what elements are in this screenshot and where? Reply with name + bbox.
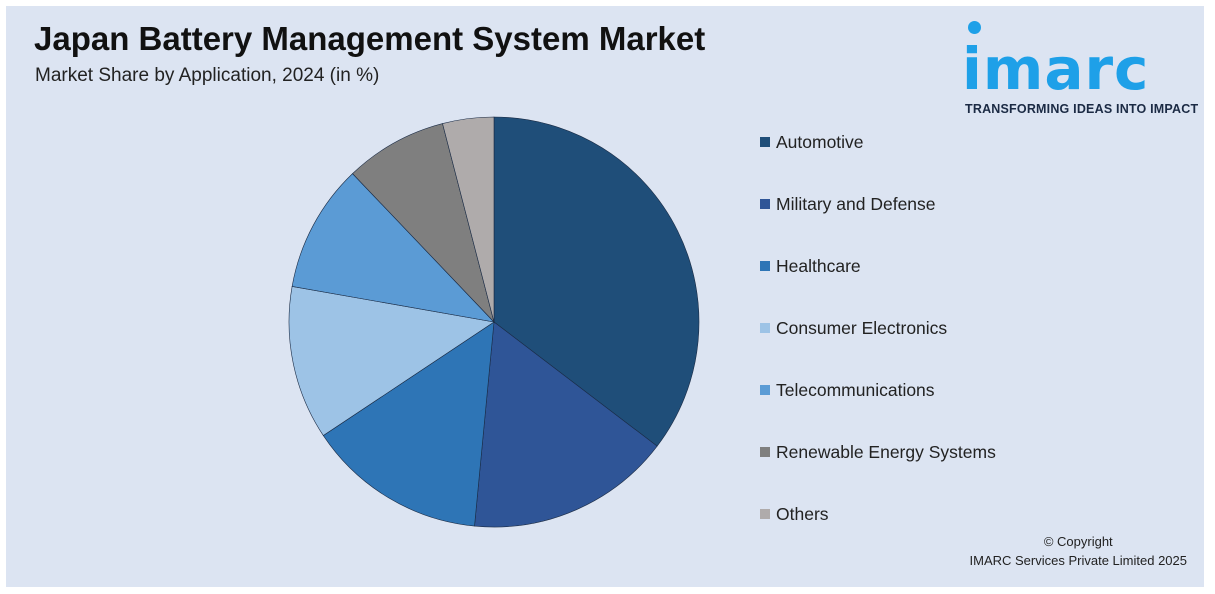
legend-swatch	[760, 261, 770, 271]
pie-slice-automotive	[493, 116, 700, 447]
pie-slice-military-and-defense	[474, 321, 658, 528]
legend-swatch	[760, 137, 770, 147]
copyright-line-2: IMARC Services Private Limited 2025	[969, 553, 1187, 568]
pie-slices	[288, 116, 700, 528]
legend-label: Renewable Energy Systems	[776, 441, 996, 462]
copyright-line-1: © Copyright	[1043, 534, 1113, 549]
legend-swatch	[760, 323, 770, 333]
legend-label: Automotive	[776, 131, 864, 152]
legend-item: Telecommunications	[760, 378, 935, 402]
legend-item: Consumer Electronics	[760, 316, 947, 340]
pie-slice-healthcare	[322, 321, 495, 527]
legend-swatch	[760, 509, 770, 519]
copyright-notice: © Copyright IMARC Services Private Limit…	[970, 532, 1187, 570]
chart-subtitle: Market Share by Application, 2024 (in %)	[35, 65, 380, 86]
legend-label: Consumer Electronics	[776, 317, 948, 338]
logo-wordmark: imarc	[962, 35, 1150, 103]
legend-item: Renewable Energy Systems	[760, 440, 996, 464]
legend-swatch	[760, 199, 770, 209]
legend-swatch	[760, 447, 770, 457]
pie-slice-renewable-energy-systems	[352, 123, 495, 324]
legend-label: Healthcare	[776, 255, 861, 276]
legend-label: Telecommunications	[776, 379, 935, 400]
chart-title: Japan Battery Management System Market	[34, 20, 706, 57]
legend-label: Others	[776, 503, 829, 524]
legend-item: Others	[760, 502, 829, 526]
logo-tagline: TRANSFORMING IDEAS INTO IMPACT	[965, 102, 1199, 116]
legend-item: Automotive	[760, 130, 864, 154]
legend-swatch	[760, 385, 770, 395]
legend-label: Military and Defense	[776, 193, 936, 214]
pie-slice-others	[442, 116, 495, 323]
pie-slice-telecommunications	[291, 173, 495, 323]
logo-dot-icon	[968, 21, 981, 34]
pie-slice-consumer-electronics	[288, 286, 495, 436]
legend-item: Military and Defense	[760, 192, 936, 216]
imarc-logo: imarc TRANSFORMING IDEAS INTO IMPACT	[962, 18, 1198, 118]
legend-item: Healthcare	[760, 254, 861, 278]
